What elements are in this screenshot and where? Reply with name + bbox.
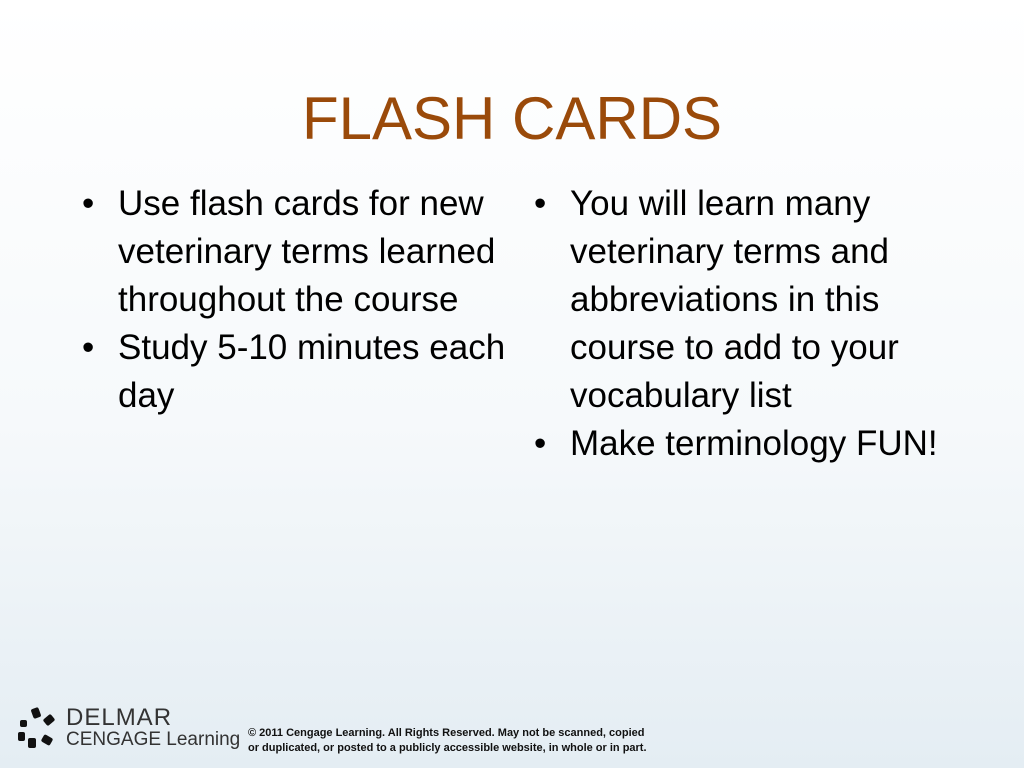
- bullet-item: Make terminology FUN!: [528, 420, 968, 468]
- slide-title: FLASH CARDS: [301, 85, 723, 152]
- bullet-item: Use flash cards for new veterinary terms…: [76, 180, 506, 324]
- bullet-item: Study 5-10 minutes each day: [76, 324, 506, 420]
- copyright-line2: or duplicated, or posted to a publicly a…: [248, 742, 647, 754]
- right-bullet-list: You will learn many veterinary terms and…: [528, 180, 968, 468]
- copyright-line1: © 2011 Cengage Learning. All Rights Rese…: [248, 727, 645, 739]
- copyright-notice: © 2011 Cengage Learning. All Rights Rese…: [248, 726, 647, 756]
- delmar-cengage-logo: DELMAR CENGAGE Learning: [16, 706, 240, 750]
- left-bullet-list: Use flash cards for new veterinary terms…: [76, 180, 506, 420]
- logo-line1: DELMAR: [66, 704, 173, 731]
- logo-mark-icon: [16, 706, 60, 750]
- bullet-item: You will learn many veterinary terms and…: [528, 180, 968, 420]
- logo-line2: CENGAGE Learning: [66, 729, 241, 750]
